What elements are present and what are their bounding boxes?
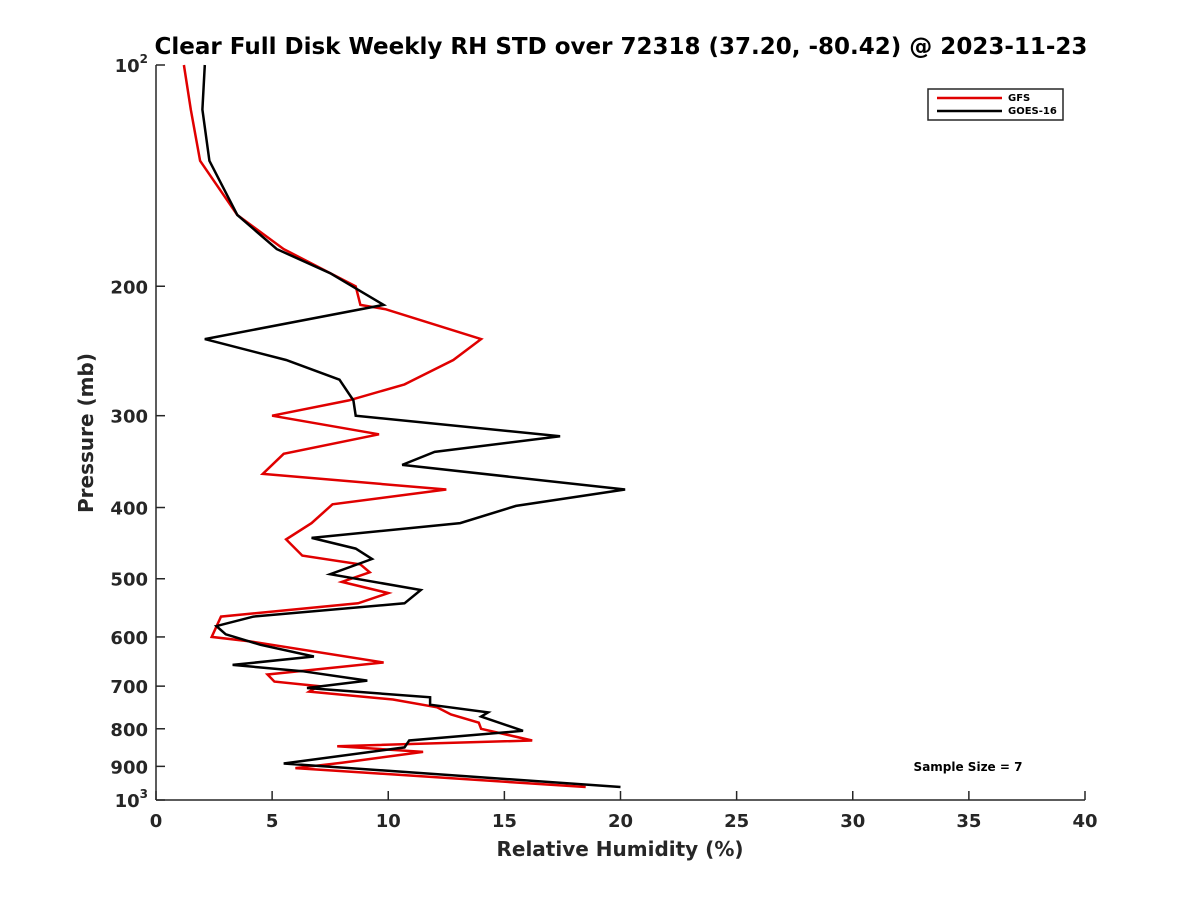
y-tick-label: 900: [110, 757, 148, 778]
y-axis-label: Pressure (mb): [74, 353, 98, 513]
plot-area: [182, 64, 626, 789]
legend-label-gfs: GFS: [1008, 93, 1030, 104]
y-tick-label: 700: [110, 677, 148, 698]
series-line-goes-16: [201, 64, 626, 789]
x-axis: 0 5 10 15 20 25 30 35 40: [150, 791, 1098, 832]
y-tick-label: 103: [115, 787, 148, 812]
x-tick-label: 40: [1072, 811, 1097, 832]
legend-label-goes-16: GOES-16: [1008, 106, 1057, 117]
x-axis-label: Relative Humidity (%): [496, 837, 743, 861]
legend: GFS GOES-16: [927, 88, 1064, 121]
chart-title: Clear Full Disk Weekly RH STD over 72318…: [155, 34, 1088, 60]
x-tick-label: 0: [150, 811, 163, 832]
x-tick-label: 5: [266, 811, 279, 832]
x-tick-label: 35: [956, 811, 981, 832]
y-tick-label: 102: [115, 52, 148, 77]
x-tick-label: 20: [608, 811, 633, 832]
y-tick-label: 500: [110, 570, 148, 591]
y-tick-label: 400: [110, 499, 148, 520]
x-tick-label: 25: [724, 811, 749, 832]
y-tick-label: 800: [110, 720, 148, 741]
x-tick-label: 10: [376, 811, 401, 832]
y-tick-label: 600: [110, 628, 148, 649]
x-tick-label: 30: [840, 811, 865, 832]
y-tick-label: 200: [110, 277, 148, 298]
y-axis: 102 200 300 400 500 600 700 800 900 103: [110, 52, 165, 812]
legend-box: [927, 88, 1064, 121]
series-line-gfs: [182, 64, 586, 789]
sample-size-annotation: Sample Size = 7: [914, 760, 1023, 774]
y-tick-label: 300: [110, 407, 148, 428]
x-tick-label: 15: [492, 811, 517, 832]
